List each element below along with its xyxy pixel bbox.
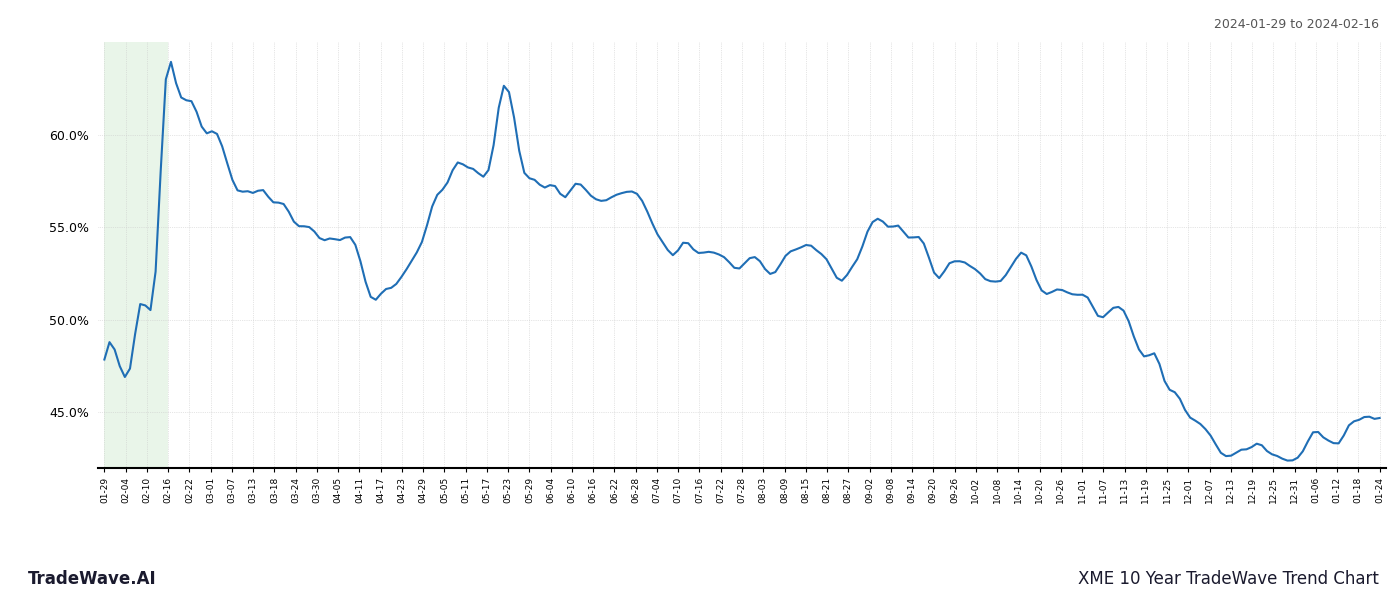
- Text: XME 10 Year TradeWave Trend Chart: XME 10 Year TradeWave Trend Chart: [1078, 570, 1379, 588]
- Text: TradeWave.AI: TradeWave.AI: [28, 570, 157, 588]
- Text: 2024-01-29 to 2024-02-16: 2024-01-29 to 2024-02-16: [1214, 18, 1379, 31]
- Bar: [105, 42, 168, 468]
